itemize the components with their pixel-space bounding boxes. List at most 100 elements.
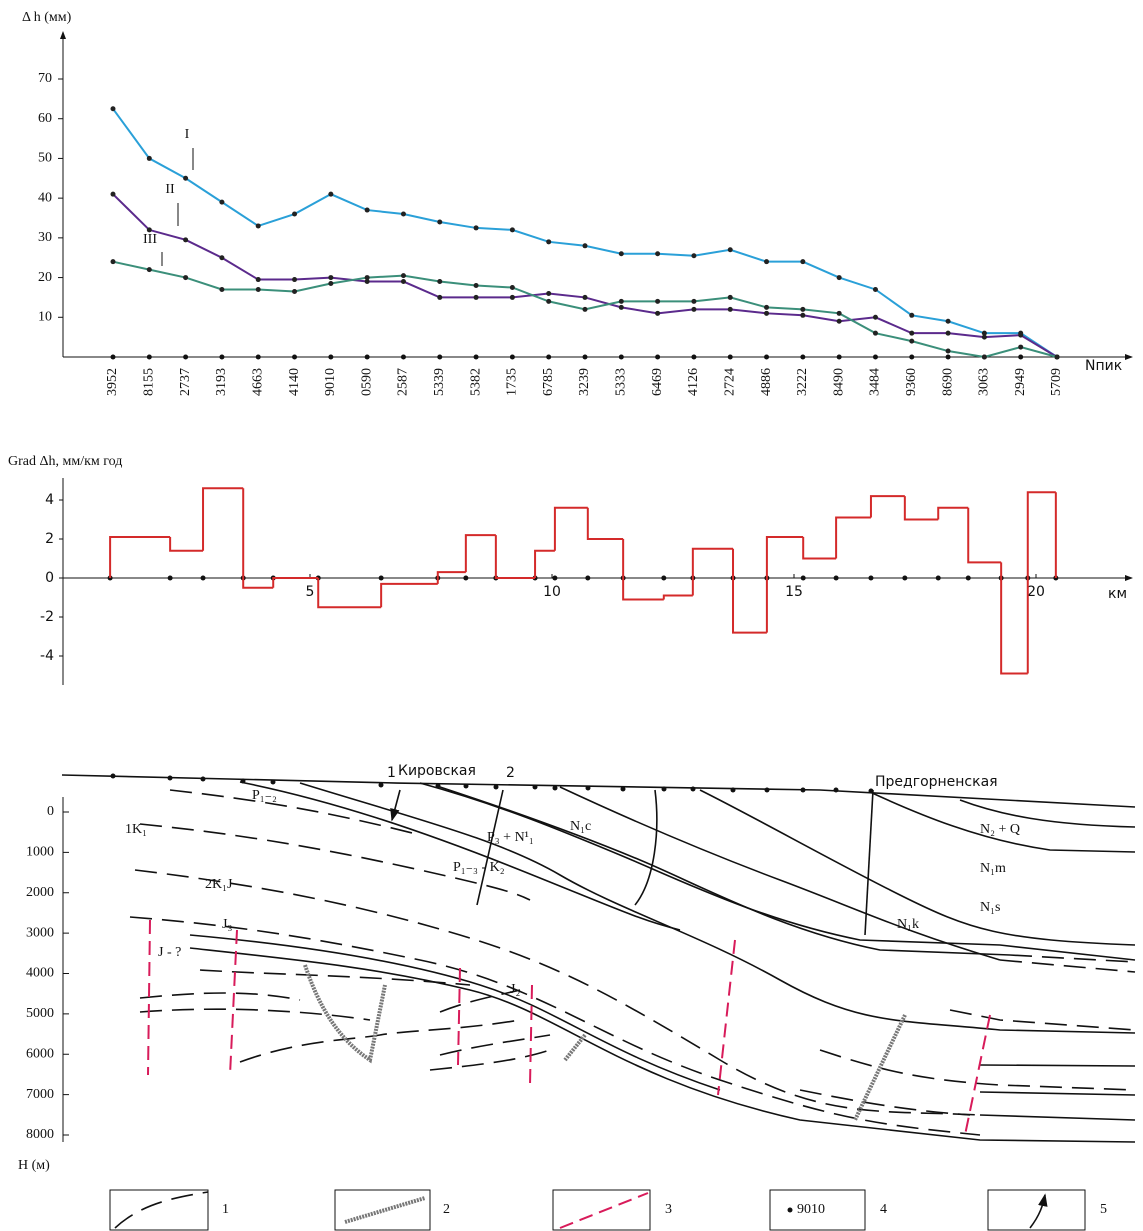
y-tick-label: 2 <box>45 531 54 547</box>
y-tick-label: 30 <box>38 230 52 245</box>
legend-label: 1 <box>222 1202 229 1217</box>
annotation: 1K₁ <box>125 822 147 837</box>
annotation: J₃ <box>222 917 232 932</box>
step <box>693 549 733 596</box>
y-tick-label: 0 <box>45 570 54 586</box>
annotation: 2 <box>506 765 515 781</box>
axis-point <box>909 355 914 360</box>
series-line <box>113 109 1057 357</box>
x-tick-label: 6469 <box>650 368 665 396</box>
point <box>256 223 261 228</box>
chart-3: H (м) 1 Кировская 2 Предгорненская P₁₋₂ … <box>18 763 1135 1230</box>
step <box>623 539 664 599</box>
y-label: Δ h (мм) <box>22 10 72 25</box>
point <box>437 279 442 284</box>
axis-point <box>868 576 873 581</box>
annotation: Кировская <box>398 763 476 779</box>
legend-label: 5 <box>1100 1202 1107 1217</box>
axis-point <box>946 355 951 360</box>
series-label: I <box>185 127 190 142</box>
step <box>588 508 623 539</box>
point <box>328 275 333 280</box>
point <box>800 307 805 312</box>
point <box>183 275 188 280</box>
point <box>583 243 588 248</box>
axis-point <box>834 576 839 581</box>
point <box>655 311 660 316</box>
point <box>728 247 733 252</box>
point <box>1018 333 1023 338</box>
axis-point <box>800 355 805 360</box>
y-tick-label: 70 <box>38 71 52 86</box>
legend-label: 3 <box>665 1202 672 1217</box>
axis-point <box>801 576 806 581</box>
y-tick-label: 7000 <box>26 1087 54 1102</box>
axis-point <box>111 355 116 360</box>
annotation: N₁m <box>980 861 1006 876</box>
y-tick-label: 1000 <box>26 845 54 860</box>
point <box>800 313 805 318</box>
point <box>292 212 297 217</box>
point <box>691 299 696 304</box>
x-tick-label: 8155 <box>142 368 157 396</box>
axis-point <box>474 355 479 360</box>
point <box>909 331 914 336</box>
point <box>655 251 660 256</box>
annotation: 1 <box>387 765 396 781</box>
annotation: N₁k <box>897 917 919 932</box>
step <box>535 551 555 578</box>
point <box>437 219 442 224</box>
point <box>691 307 696 312</box>
x-tick-label: 3952 <box>105 368 120 396</box>
point <box>691 253 696 258</box>
y-tick-label: 4 <box>45 492 54 508</box>
step <box>318 578 381 607</box>
axis-point <box>661 576 666 581</box>
step <box>381 584 438 607</box>
point <box>619 305 624 310</box>
annotation: P₃ + N¹₁ <box>487 830 534 845</box>
axis-point <box>764 355 769 360</box>
x-tick-label: 20 <box>1027 584 1045 600</box>
step <box>664 596 693 600</box>
x-tick-label: 15 <box>785 584 803 600</box>
axis-point <box>966 576 971 581</box>
axis-point <box>256 355 261 360</box>
annotation: P₁₋₃ - K₂ <box>453 860 505 875</box>
point <box>437 295 442 300</box>
x-tick-label: 5382 <box>468 368 483 396</box>
point <box>474 283 479 288</box>
point <box>474 295 479 300</box>
point <box>365 208 370 213</box>
chart-2: Grad Δh, мм/км год км -4-20245101520 <box>8 454 1132 685</box>
x-tick-label: 4140 <box>287 368 302 396</box>
figure: Δ h (мм) Nпик 10203040506070395281552737… <box>0 0 1143 1231</box>
annotation: J - ? <box>158 945 181 960</box>
annotation: N₁s <box>980 900 1000 915</box>
x-tick-label: 2737 <box>178 368 193 396</box>
step <box>496 535 535 578</box>
point <box>982 355 987 360</box>
axis-point <box>585 576 590 581</box>
step <box>733 549 767 633</box>
x-tick-label: 3193 <box>214 368 229 396</box>
axis-point <box>401 355 406 360</box>
point <box>546 239 551 244</box>
axis-point <box>147 355 152 360</box>
step <box>170 537 203 551</box>
point <box>510 227 515 232</box>
y-tick-label: 60 <box>38 111 52 126</box>
point <box>183 237 188 242</box>
axis-point <box>837 355 842 360</box>
y-tick-label: 10 <box>38 310 52 325</box>
y-tick-label: 0 <box>47 804 54 819</box>
y-tick-label: -2 <box>40 609 54 625</box>
point <box>764 305 769 310</box>
point <box>764 259 769 264</box>
legend-sample: 9010 <box>797 1202 825 1217</box>
point <box>365 275 370 280</box>
point <box>800 259 805 264</box>
point <box>510 295 515 300</box>
y-tick-label: 20 <box>38 270 52 285</box>
y-tick-label: -4 <box>40 648 54 664</box>
